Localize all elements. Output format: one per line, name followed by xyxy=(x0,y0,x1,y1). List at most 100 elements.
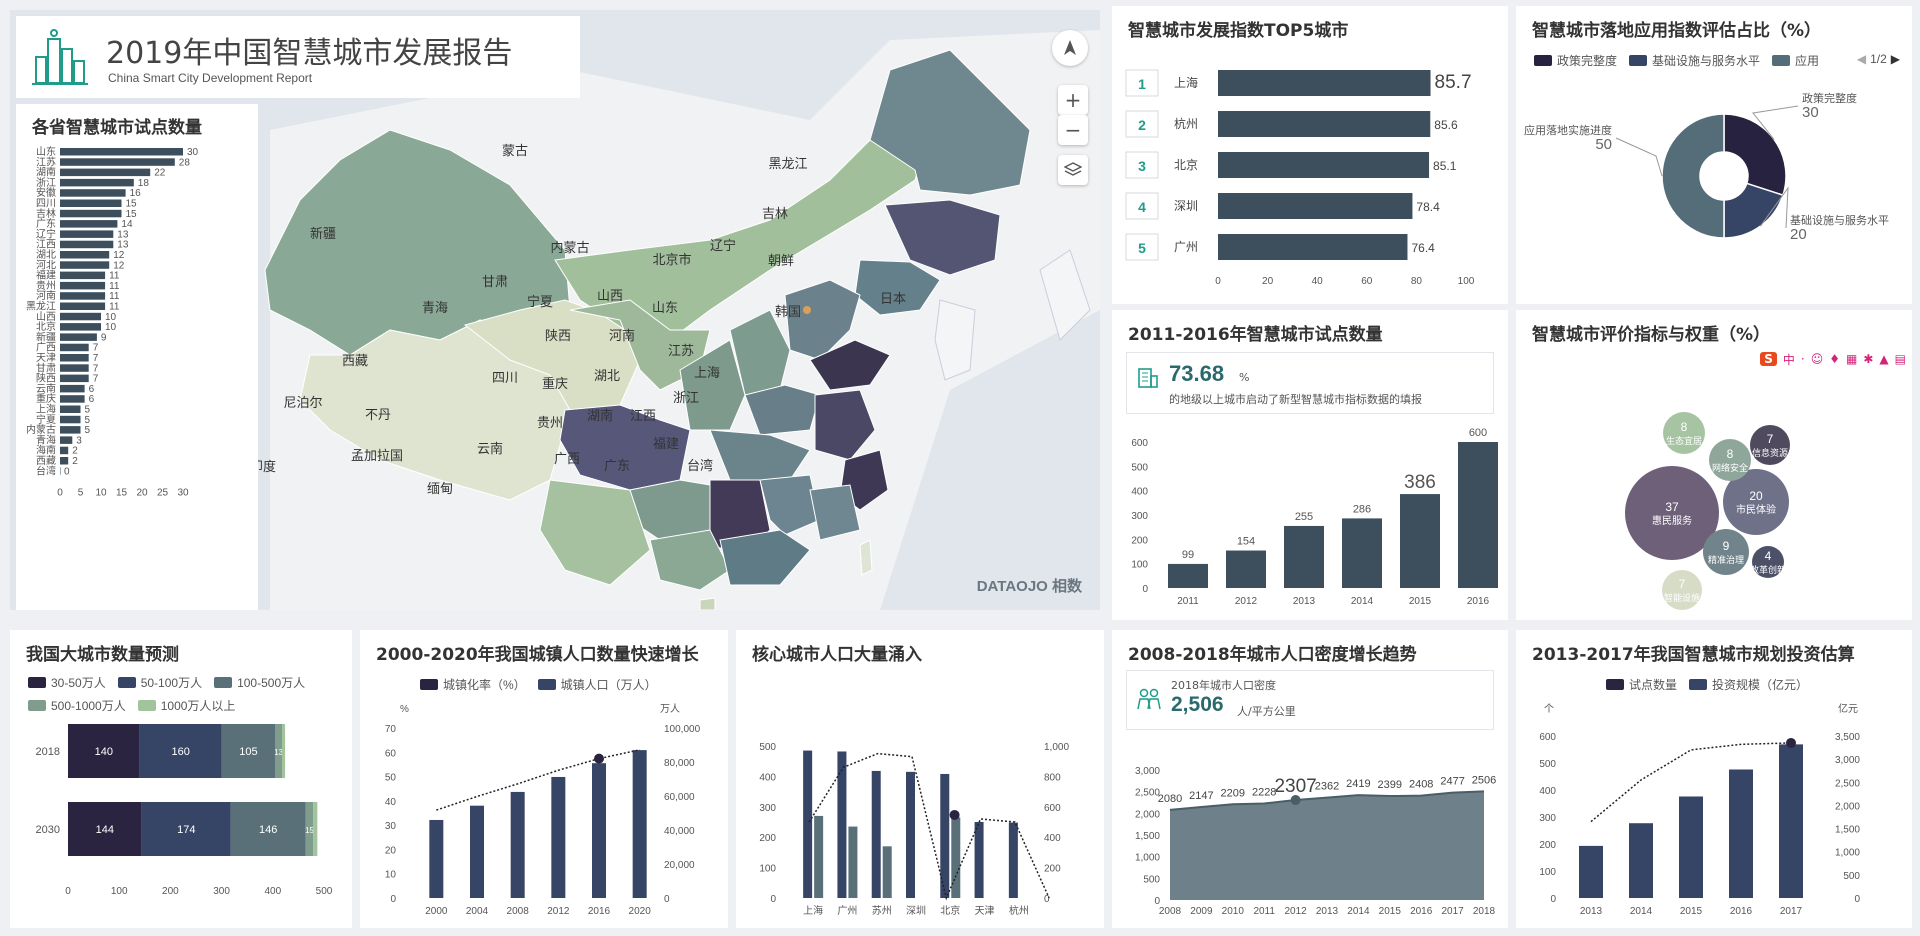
province-label: 吉林 xyxy=(36,207,56,220)
compass-button[interactable] xyxy=(1052,30,1088,66)
x-tick: 2016 xyxy=(1410,906,1433,917)
region-guangdong[interactable] xyxy=(719,529,811,586)
city-bar xyxy=(1218,234,1408,260)
province-label: 广东 xyxy=(36,217,56,230)
y-tick-right: 1,000 xyxy=(1835,848,1860,859)
smart-city-logo-icon xyxy=(32,29,88,85)
kpi-unit: % xyxy=(1239,371,1250,384)
kpi-value: 2,506 xyxy=(1171,693,1224,716)
ime-punct-icon[interactable]: · xyxy=(1800,352,1805,366)
ime-tools-icon[interactable]: ✱ xyxy=(1863,352,1874,366)
region-shandong[interactable] xyxy=(809,339,891,391)
region-jilin[interactable] xyxy=(884,199,1001,276)
segment-label: 105 xyxy=(239,746,257,758)
city-label: 北京 xyxy=(1174,158,1198,172)
legend-item[interactable]: 应用 xyxy=(1772,52,1819,69)
map-panel[interactable]: 蒙古 新疆 西藏 青海 内蒙古 甘肃 宁夏 山西 陕西 四川 重庆 贵州 云南 广西 广东 湖南 湖北 河南 山东江… xyxy=(10,10,1100,610)
map-brand: DATAOJO 相数 xyxy=(976,578,1082,595)
right-unit: 万人 xyxy=(660,703,680,715)
region-taiwan[interactable] xyxy=(859,539,873,576)
prev-page-icon[interactable]: ◀ xyxy=(1856,52,1867,66)
ime-toolbar[interactable]: S 中 · ☺ ♦ ▦ ✱ ▲ ▤ xyxy=(1754,348,1912,370)
point-value: 2506 xyxy=(1472,774,1496,786)
region-hubei[interactable] xyxy=(709,429,811,481)
row-label: 2030 xyxy=(36,824,60,836)
y-tick-left: 200 xyxy=(1539,840,1556,851)
map-label: 内蒙古 xyxy=(550,240,589,256)
point-value: 2209 xyxy=(1221,787,1245,799)
city-label: 广州 xyxy=(1174,240,1198,254)
forecast-legend: 30-50万人 50-100万人 100-500万人 500-1000万人 10… xyxy=(28,674,348,714)
province-bar xyxy=(60,158,175,166)
x-tick: 2014 xyxy=(1630,906,1653,917)
city-value: 85.6 xyxy=(1434,118,1458,132)
bar-value: 99 xyxy=(1182,549,1194,561)
map-label: 四川 xyxy=(492,371,518,386)
x-tick: 2009 xyxy=(1190,906,1213,917)
province-label: 天津 xyxy=(36,352,56,364)
region-shaanxi[interactable] xyxy=(679,339,746,431)
ime-mode-icon[interactable]: 中 xyxy=(1782,352,1795,367)
legend-item[interactable]: 投资规模（亿元） xyxy=(1689,676,1808,693)
ime-skin-icon[interactable]: ▲ xyxy=(1879,352,1889,366)
legend-item[interactable]: 城镇化率（%） xyxy=(420,676,526,693)
x-tick: 2013 xyxy=(1580,906,1603,917)
y-tick-right: 3,500 xyxy=(1835,732,1860,743)
ime-voice-icon[interactable]: ♦ xyxy=(1829,352,1841,366)
region-heilongjiang[interactable] xyxy=(869,49,1031,196)
zoom-in-button[interactable]: + xyxy=(1058,85,1088,115)
region-hainan[interactable] xyxy=(699,597,716,610)
inflow-combo-chart: 0 100 200 300 400 500 0 200 400 600 800 1,000 上海 广州 苏州… xyxy=(759,742,1069,917)
segment-label: 174 xyxy=(177,824,195,836)
bubble-label: 市民体验 xyxy=(1736,503,1776,516)
region-qinghai[interactable] xyxy=(463,299,641,411)
province-value: 7 xyxy=(93,363,99,374)
region-fujian[interactable] xyxy=(809,484,861,541)
rank-box xyxy=(1125,151,1159,179)
bubble-label: 生态宜居 xyxy=(1666,435,1702,447)
point-value: 2080 xyxy=(1158,793,1182,805)
region-yunnan[interactable] xyxy=(539,479,651,586)
city-bar xyxy=(1218,193,1413,219)
layers-button[interactable] xyxy=(1058,155,1088,185)
region-jiangxi[interactable] xyxy=(759,474,821,536)
y-tick: 1,000 xyxy=(1135,853,1160,864)
segment-label: 15 xyxy=(305,826,314,835)
region-jiangsu[interactable] xyxy=(814,389,876,461)
x-tick: 北京 xyxy=(940,904,960,917)
legend-pager[interactable]: ◀ 1/2 ▶ xyxy=(1857,52,1900,66)
ime-emoji-icon[interactable]: ☺ xyxy=(1810,352,1824,366)
province-value: 30 xyxy=(187,147,199,158)
sogou-logo-icon[interactable]: S xyxy=(1760,352,1777,366)
province-bar xyxy=(60,323,101,331)
population-bar xyxy=(429,819,444,898)
zoom-out-button[interactable]: − xyxy=(1058,115,1088,145)
legend-item[interactable]: 基础设施与服务水平 xyxy=(1629,52,1760,69)
pilot-count-bar xyxy=(1729,769,1753,898)
legend-item[interactable]: 500-1000万人 xyxy=(28,697,126,714)
map-label: 西藏 xyxy=(342,354,368,369)
ime-keyboard-icon[interactable]: ▦ xyxy=(1846,352,1858,366)
legend-item[interactable]: 政策完整度 xyxy=(1534,52,1617,69)
ime-menu-icon[interactable]: ▤ xyxy=(1894,352,1906,366)
province-bar xyxy=(60,261,110,269)
rank-number: 2 xyxy=(1138,117,1146,133)
province-value: 7 xyxy=(93,343,99,354)
legend-item[interactable]: 城镇人口（万人） xyxy=(537,676,657,693)
legend-item[interactable]: 100-500万人 xyxy=(214,674,305,691)
segment-label: 140 xyxy=(95,746,113,758)
stacked-segment xyxy=(68,802,142,856)
x-tick: 20 xyxy=(136,488,148,499)
province-value: 2 xyxy=(72,446,78,457)
city-value: 78.4 xyxy=(1416,200,1440,214)
legend-item[interactable]: 1000万人以上 xyxy=(137,697,235,714)
province-value: 22 xyxy=(154,168,166,179)
legend-item[interactable]: 50-100万人 xyxy=(117,674,202,691)
weights-panel: 智慧城市评价指标与权重（%） S 中 · ☺ ♦ ▦ ✱ ▲ ▤ 37 惠民服务 2… xyxy=(1516,310,1912,620)
province-label: 西藏 xyxy=(36,455,56,467)
next-page-icon[interactable]: ▶ xyxy=(1890,52,1900,66)
region-guangxi[interactable] xyxy=(649,529,731,591)
legend-item[interactable]: 试点数量 xyxy=(1606,676,1677,693)
legend-item[interactable]: 30-50万人 xyxy=(28,674,106,691)
y-tick-right: 600 xyxy=(1044,803,1061,814)
